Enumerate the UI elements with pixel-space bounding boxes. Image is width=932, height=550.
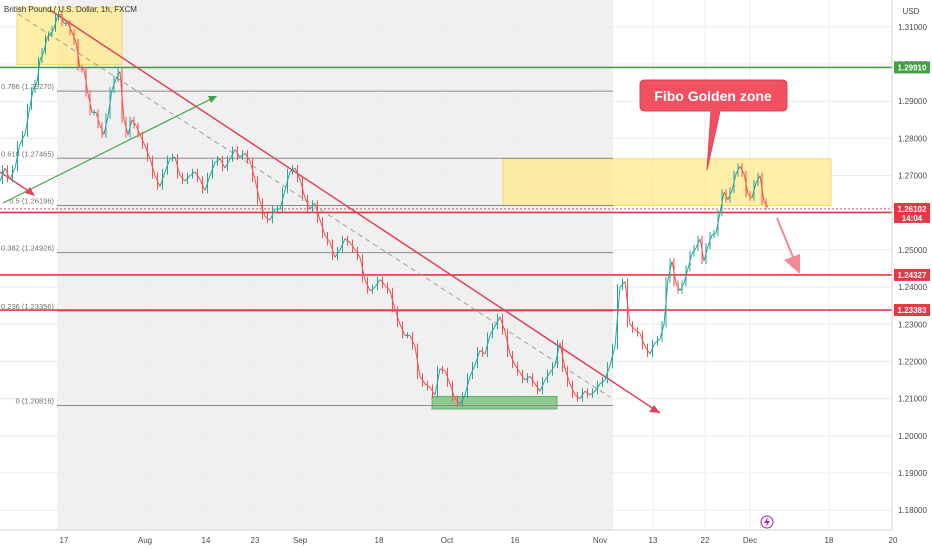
countdown-text: 14:04 [902,214,923,223]
x-tick-label: 18 [825,536,834,545]
golden-zone-callout[interactable]: Fibo Golden zone [639,79,788,171]
y-tick-label: 1.28000 [898,134,927,143]
bottom-zone[interactable] [431,395,558,410]
y-tick-label: 1.20000 [898,432,927,441]
top-zone[interactable] [16,6,123,65]
projection-arrow[interactable] [776,217,800,274]
y-tick-label: 1.23000 [898,320,927,329]
lightning-icon[interactable] [760,515,774,529]
price-level-tag [894,61,930,74]
uptrend-line[interactable] [2,96,216,204]
x-tick-label: 16 [511,536,520,545]
fib-levels: 0.786 (1.29270) 0.618 (1.27465) 0.5 (1.261… [1,82,613,406]
x-tick-label: 17 [60,536,69,545]
price-level-tag [894,304,930,317]
y-tick-label: 1.24000 [898,283,927,292]
x-tick-label: Oct [441,536,454,545]
golden-zone[interactable] [502,158,832,207]
fib-retracement-shading [57,0,613,530]
y-tick-label: 1.22000 [898,357,927,366]
x-tick-label: 18 [375,536,384,545]
last-price-text: 1.26102 [898,205,927,214]
y-tick-label: 1.25000 [898,246,927,255]
fib-level-label: 0.618 (1.27465) [1,149,54,158]
x-tick-label: 20 [889,536,898,545]
symbol-title: British Pound / U.S. Dollar, 1h, FXCM [4,5,137,14]
horizontal-levels [0,66,892,311]
price-line-up [0,10,761,408]
short-red-arrow-head [25,187,35,196]
price-line-down [4,10,769,408]
x-tick-label: 22 [701,536,710,545]
y-tick-label: 1.31000 [898,23,927,32]
y-tick-label: 1.21000 [898,395,927,404]
callout-text: Fibo Golden zone [654,88,772,104]
fib-level-label: 0 (1.20816) [16,396,55,405]
price-series[interactable] [0,10,769,408]
uptrend-arrow-head [208,96,217,103]
fib-level-label: 0.5 (1.26196) [9,196,54,205]
y-tick-label: 1.19000 [898,469,927,478]
price-level-tag-text: 1.23383 [898,306,927,315]
time-axis[interactable]: 17 Aug 14 23 Sep 18 Oct 16 Nov 13 22 Dec 18 20 [0,529,898,550]
downtrend-arrow-head [649,405,660,413]
callout-bubble [639,79,788,171]
fib-level-label: 0.236 (1.23356) [1,302,54,311]
x-tick-label: 23 [251,536,260,545]
y-tick-label: 1.18000 [898,506,927,515]
projection-arrow-shaft [776,217,796,263]
x-tick-label: 14 [202,536,211,545]
x-tick-label: Dec [743,536,757,545]
x-tick-label: Aug [138,536,152,545]
y-tick-label: 1.27000 [898,172,927,181]
fib-level-label: 0.786 (1.29270) [1,82,54,91]
fib-level-label: 0.382 (1.24926) [1,244,54,253]
x-tick-label: 13 [649,536,658,545]
x-tick-label: Nov [593,536,607,545]
chart-header: British Pound / U.S. Dollar, 1h, FXCM [4,5,137,14]
downtrend-line[interactable] [49,9,661,414]
price-level-tag-text: 1.29910 [898,63,927,72]
price-level-tag [894,268,930,281]
last-price-tag [894,202,930,223]
projection-arrow-head [784,254,800,274]
price-axis-unit: USD [903,7,920,16]
price-level-tag-text: 1.24327 [898,271,927,280]
y-tick-label: 1.29000 [898,97,927,106]
highlight-zones [16,6,832,410]
x-tick-label: Sep [293,536,308,545]
